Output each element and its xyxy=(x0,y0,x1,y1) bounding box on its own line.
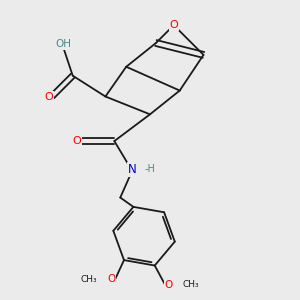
Text: O: O xyxy=(73,136,82,146)
Text: -H: -H xyxy=(145,164,155,174)
Text: OH: OH xyxy=(56,40,72,50)
Text: CH₃: CH₃ xyxy=(81,275,97,284)
Text: O: O xyxy=(169,20,178,30)
Text: O: O xyxy=(45,92,53,101)
Text: O: O xyxy=(107,274,116,284)
Text: CH₃: CH₃ xyxy=(183,280,200,289)
Text: N: N xyxy=(128,163,136,176)
Text: O: O xyxy=(165,280,173,290)
